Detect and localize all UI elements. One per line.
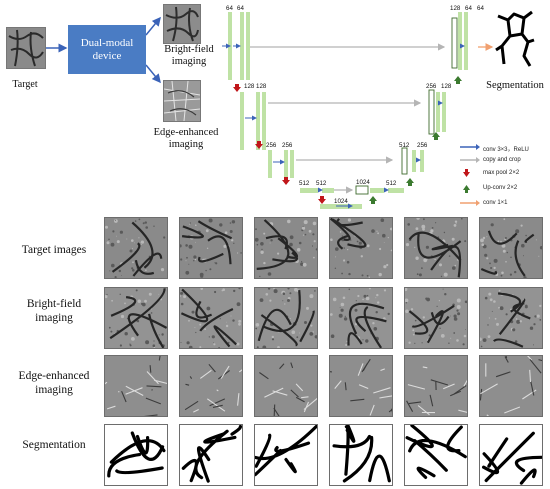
legend-up-conv: Up-conv 2×2 — [483, 185, 518, 191]
ch-l2b: 128 — [256, 83, 267, 90]
bright-image-1 — [104, 287, 168, 349]
legend-copy-crop: copy and crop — [483, 157, 521, 163]
legend: conv 3×3，ReLU copy and crop max pool 2×2… — [458, 141, 550, 211]
bright-image-6 — [479, 287, 543, 349]
row-label-bright: Bright-field imaging — [26, 298, 82, 324]
ch-u1b: 64 — [465, 5, 472, 12]
edge-image-6 — [479, 355, 543, 417]
bright-image-4 — [329, 287, 393, 349]
seg-image-1 — [104, 424, 168, 486]
target-image-3 — [254, 217, 318, 279]
legend-conv1: conv 1×1 — [483, 200, 508, 206]
bright-field-label: Bright-field imaging — [164, 44, 214, 67]
target-image-5 — [404, 217, 468, 279]
row-label-edge: Edge-enhanced imaging — [18, 370, 90, 396]
dual-modal-device: Dual-modal device — [68, 25, 146, 74]
ch-l3a: 256 — [266, 142, 277, 149]
bright-image-3 — [254, 287, 318, 349]
pipeline-arrows — [46, 16, 494, 194]
legend-max-pool: max pool 2×2 — [483, 170, 520, 176]
edge-image-3 — [254, 355, 318, 417]
edge-enhanced-thumbnail — [163, 80, 201, 122]
edge-image-4 — [329, 355, 393, 417]
target-image-4 — [329, 217, 393, 279]
edge-image-2 — [179, 355, 243, 417]
ch-bottom1: 1024 — [334, 198, 348, 205]
ch-u4b: 512 — [399, 142, 410, 149]
edge-enhanced-label: Edge-enhanced imaging — [153, 127, 219, 150]
edge-image-1 — [104, 355, 168, 417]
seg-image-2 — [179, 424, 243, 486]
seg-image-3 — [254, 424, 318, 486]
target-image-2 — [179, 217, 243, 279]
ch-l4a: 512 — [299, 180, 310, 187]
ch-u3b: 256 — [426, 83, 437, 90]
segmentation-label: Segmentation — [486, 80, 544, 91]
target-label: Target — [12, 79, 38, 90]
seg-image-6 — [479, 424, 543, 486]
row-label-seg: Segmentation — [22, 439, 86, 451]
ch-l1b: 64 — [237, 5, 244, 12]
ch-l2a: 128 — [244, 83, 255, 90]
ch-u4a: 512 — [386, 180, 397, 187]
ch-u3a: 256 — [417, 142, 428, 149]
unet-diagram — [222, 12, 468, 209]
seg-image-4 — [329, 424, 393, 486]
bright-image-2 — [179, 287, 243, 349]
legend-conv3: conv 3×3，ReLU — [483, 147, 529, 153]
segmentation-output — [494, 6, 540, 70]
ch-l4b: 512 — [316, 180, 327, 187]
bright-field-thumbnail — [163, 4, 201, 44]
target-thumbnail — [6, 27, 46, 69]
edge-image-5 — [404, 355, 468, 417]
ch-l3b: 256 — [282, 142, 293, 149]
seg-image-5 — [404, 424, 468, 486]
row-label-target: Target images — [21, 244, 87, 256]
ch-u1c: 64 — [477, 5, 484, 12]
ch-bottom2: 1024 — [356, 179, 370, 186]
bright-image-5 — [404, 287, 468, 349]
target-image-6 — [479, 217, 543, 279]
target-image-1 — [104, 217, 168, 279]
ch-u2b: 128 — [441, 83, 452, 90]
ch-u1a: 128 — [450, 5, 461, 12]
ch-l1a: 64 — [226, 5, 233, 12]
